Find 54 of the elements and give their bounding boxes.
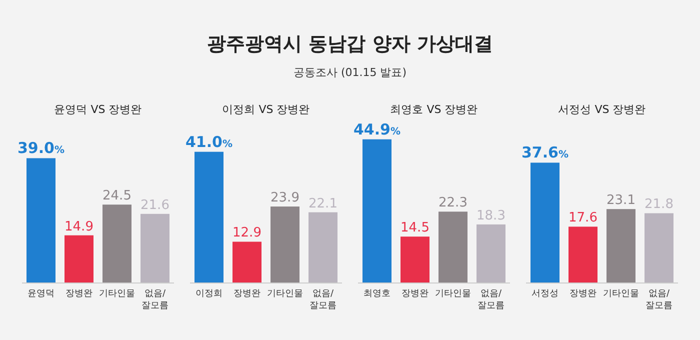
bar [194, 152, 224, 283]
x-tick-label: 최영호 [364, 289, 390, 299]
data-label: 22.3 [438, 196, 468, 211]
x-tick-label: 윤영덕 [28, 289, 54, 299]
x-tick-label: 없음/잘모름 [646, 289, 672, 311]
bar [568, 226, 598, 283]
data-label: 24.5 [102, 188, 132, 204]
x-tick-label: 기타인물 [603, 289, 639, 299]
bar [232, 242, 262, 283]
bar [362, 139, 392, 283]
x-tick-label: 기타인물 [99, 289, 135, 299]
text: 공동조사 (01.15 발표) [293, 66, 407, 79]
data-label: 14.9 [64, 219, 94, 234]
bar [400, 236, 430, 283]
bar [606, 209, 636, 283]
x-tick-label: 장병완 [570, 289, 596, 299]
chart-title: 이정희 VS 장병완 [222, 103, 310, 116]
data-label: 18.3 [476, 208, 506, 224]
x-tick-label: 서정성 [532, 289, 558, 299]
x-tick-label: 없음/잘모름 [478, 289, 504, 311]
x-tick-label: 없음/잘모름 [310, 289, 336, 311]
chart-title: 서정성 VS 장병완 [558, 103, 646, 116]
x-tick-label: 기타인물 [267, 289, 303, 299]
bar [140, 214, 170, 283]
chart-title: 최영호 VS 장병완 [390, 103, 478, 116]
bar [530, 162, 560, 283]
bar [102, 204, 132, 283]
data-label: 21.6 [140, 198, 170, 213]
data-label: 44.9% [353, 120, 401, 138]
data-label: 12.9 [232, 226, 262, 241]
bar [476, 224, 506, 283]
data-label: 17.6 [568, 210, 598, 226]
bar [308, 212, 338, 283]
x-tick-label: 장병완 [402, 289, 428, 299]
text: 광주광역시 동남갑 양자 가상대결 [207, 33, 493, 55]
bar [438, 212, 468, 283]
data-label: 37.6% [521, 144, 569, 162]
bar [64, 235, 94, 283]
data-label: 22.1 [308, 196, 338, 212]
x-tick-label: 기타인물 [435, 289, 471, 299]
data-label: 23.9 [270, 190, 300, 206]
data-label: 23.1 [606, 193, 636, 208]
data-label: 14.5 [400, 220, 430, 236]
data-label: 39.0% [17, 139, 65, 158]
bar [270, 206, 300, 283]
data-label: 41.0% [185, 132, 233, 151]
bar [644, 213, 674, 283]
bar [26, 158, 56, 283]
x-tick-label: 이정희 [196, 289, 222, 299]
x-tick-label: 없음/잘모름 [142, 289, 168, 311]
chart-title: 윤영덕 VS 장병완 [54, 103, 142, 116]
x-tick-label: 장병완 [66, 289, 92, 299]
x-tick-label: 장병완 [234, 289, 260, 299]
data-label: 21.8 [644, 197, 674, 212]
